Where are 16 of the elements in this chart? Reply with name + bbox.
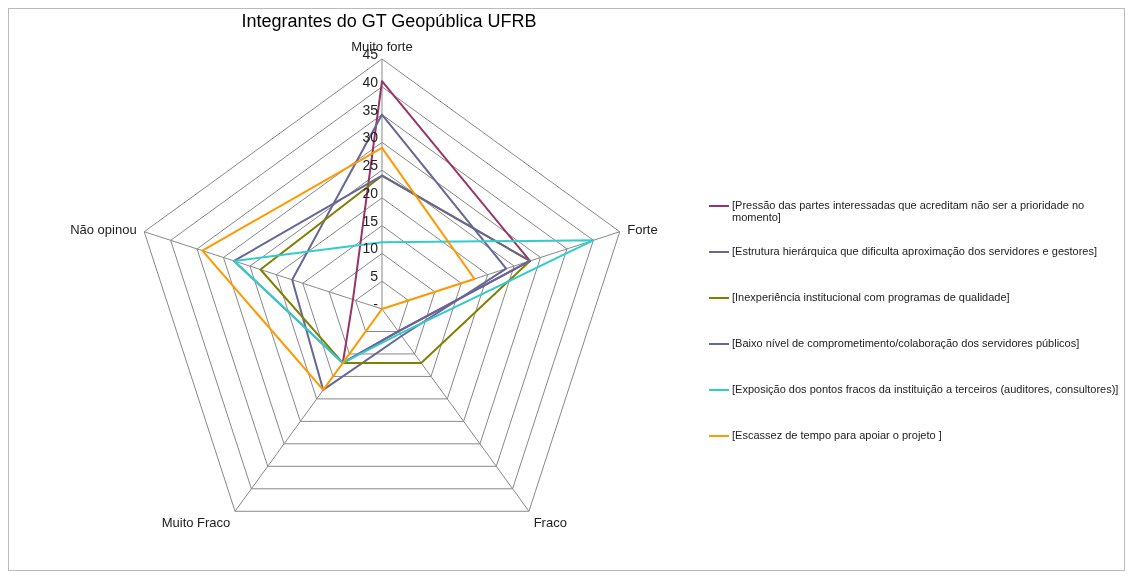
y-tick-label: - <box>373 296 379 312</box>
chart-title: Integrantes do GT Geopública UFRB <box>240 11 538 32</box>
legend-label: [Pressão das partes interessadas que acreditam não ser a prioridade no momento] <box>732 199 1086 223</box>
spoke-label: Fraco <box>533 514 567 530</box>
legend-label: [Inexperiência institucional com programas de qualidade] <box>732 291 1010 303</box>
legend-label: [Baixo nível de comprometimento/colaboração dos servidores públicos] <box>732 337 1080 349</box>
spoke-label: Não opinou <box>70 221 137 237</box>
y-tick-label: 5 <box>370 268 379 285</box>
legend-label: [Estrutura hierárquica que dificulta aproximação dos servidores e gestores] <box>732 245 1098 257</box>
spoke-label: Muito Fraco <box>161 514 231 530</box>
spoke-label: Forte <box>627 221 658 237</box>
y-tick-label: 40 <box>362 73 379 90</box>
legend-label: [Escassez de tempo para apoiar o projeto ] <box>732 429 942 441</box>
y-tick-label: 10 <box>362 240 379 257</box>
y-tick-label: 35 <box>362 101 379 118</box>
legend-label: [Exposição dos pontos fracos da instituição a terceiros (auditores, consultores)] <box>732 383 1119 395</box>
